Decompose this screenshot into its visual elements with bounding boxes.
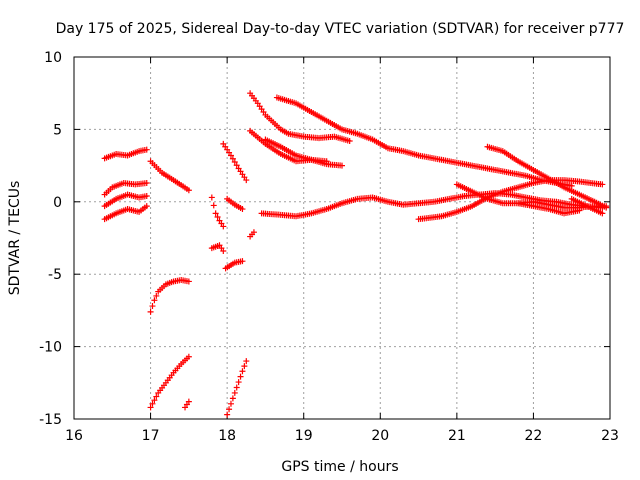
x-tick-label: 22 (525, 428, 543, 444)
data-point (149, 400, 156, 407)
data-point (239, 368, 246, 375)
data-point (153, 393, 160, 400)
series-arc-a (101, 146, 150, 162)
x-tick-label: 17 (142, 428, 160, 444)
data-point (214, 214, 221, 221)
data-point (227, 152, 234, 159)
data-point (185, 398, 192, 405)
data-point (241, 363, 248, 370)
series-arc-f (147, 276, 192, 315)
data-point (143, 193, 150, 200)
data-point (243, 358, 250, 365)
x-tick-label: 18 (218, 428, 236, 444)
y-tick-label: 0 (53, 195, 62, 211)
data-point (208, 194, 215, 201)
data-point (143, 179, 150, 186)
y-axis-label: SDTVAR / TECUs (7, 181, 23, 296)
chart-title: Day 175 of 2025, Sidereal Day-to-day VTE… (56, 21, 625, 37)
grid-lines (74, 57, 610, 419)
data-point (237, 373, 244, 380)
x-tick-label: 19 (295, 428, 313, 444)
data-point (147, 308, 154, 315)
data-point (243, 177, 250, 184)
series-arc-y (568, 195, 606, 217)
series-arc-w (484, 143, 610, 211)
data-point (226, 406, 233, 413)
data-point (239, 258, 246, 265)
x-axis-label: GPS time / hours (281, 459, 398, 475)
series-arc-e (147, 158, 192, 194)
series-arc-l (222, 258, 246, 272)
series-arc-g (147, 353, 192, 411)
data-point (235, 379, 242, 386)
y-tick-label: -15 (39, 412, 62, 428)
data-point (212, 210, 219, 217)
data-point (220, 223, 227, 230)
data-point (346, 137, 353, 144)
series-arc-n (224, 358, 250, 418)
data-point (224, 411, 231, 418)
data-point (231, 389, 238, 396)
x-tick-label: 21 (448, 428, 466, 444)
data-point (599, 210, 606, 217)
data-point (250, 229, 257, 236)
data-point (151, 297, 158, 304)
axis-ticks: 16 17 18 19 20 21 22 23 -15 -10 -5 0 5 10 (39, 50, 619, 444)
series-arc-b (101, 179, 150, 198)
data-point (576, 207, 583, 214)
data-point (599, 181, 606, 188)
y-tick-label: -10 (39, 340, 62, 356)
data-point (568, 182, 575, 189)
data-point (323, 158, 330, 165)
data-point (231, 158, 238, 165)
data-point (151, 397, 158, 404)
data-point (227, 400, 234, 407)
x-tick-label: 16 (65, 428, 83, 444)
data-point (229, 395, 236, 402)
data-point (149, 303, 156, 310)
series-arc-d (101, 203, 150, 223)
series-arc-j (208, 242, 227, 255)
data-point (143, 203, 150, 210)
data-point (229, 155, 236, 162)
data-point (143, 146, 150, 153)
data-point (210, 202, 217, 209)
data-point (339, 162, 345, 169)
data-point (185, 278, 192, 285)
series-arc-i (208, 194, 227, 230)
data-point (239, 206, 246, 213)
data-point (147, 404, 154, 411)
data-points (101, 90, 610, 418)
y-tick-label: 10 (44, 50, 62, 66)
data-point (233, 384, 240, 391)
series-arc-h (182, 398, 192, 411)
x-tick-label: 23 (601, 428, 619, 444)
series-arc-p (247, 90, 353, 144)
series-arc-r (262, 136, 330, 165)
series-arc-c (101, 191, 150, 210)
series-arc-s (273, 94, 575, 189)
x-tick-label: 20 (371, 428, 389, 444)
data-point (220, 248, 227, 255)
data-point (185, 187, 192, 194)
series-arc-x (515, 200, 583, 217)
data-point (185, 353, 192, 360)
data-point (153, 292, 160, 299)
series-arc-k (220, 140, 250, 184)
y-tick-label: 5 (53, 122, 62, 138)
y-tick-label: -5 (48, 267, 62, 283)
plot-frame (73, 56, 611, 420)
series-arc-o (247, 229, 257, 240)
series-arc-m (224, 195, 246, 213)
data-point (233, 162, 240, 169)
data-point (603, 204, 610, 211)
